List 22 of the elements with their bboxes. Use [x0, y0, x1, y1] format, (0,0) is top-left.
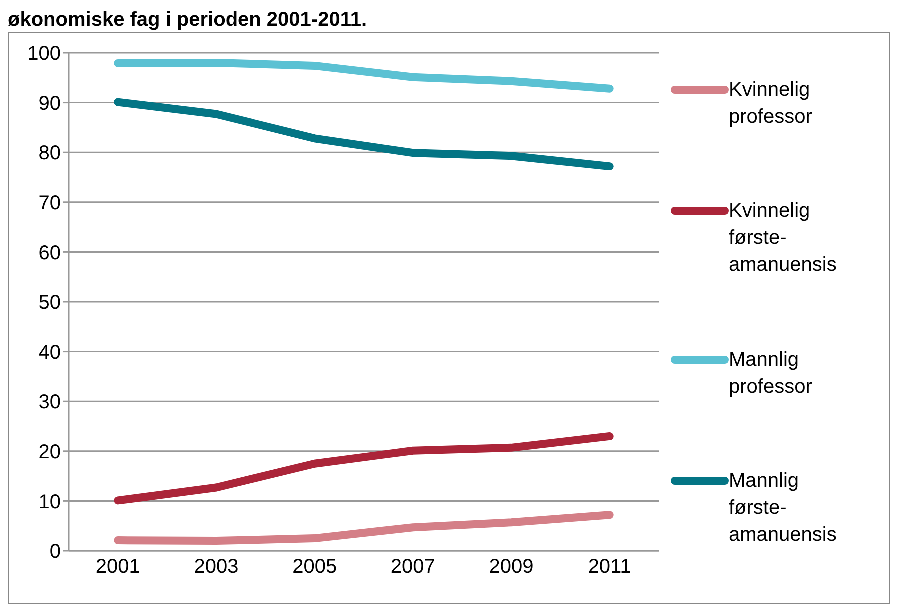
y-tick-label: 0 — [50, 541, 61, 564]
legend-label: Mannlig første-amanuensis — [729, 469, 838, 548]
y-tick-label: 40 — [38, 342, 61, 364]
chart-title: økonomiske fag i perioden 2001-2011. — [8, 8, 368, 32]
y-tick-label: 60 — [38, 242, 61, 264]
y-tick-label: 20 — [38, 442, 61, 464]
x-tick-label: 2007 — [390, 556, 436, 578]
y-tick-label: 90 — [38, 92, 61, 115]
x-tick-label: 2009 — [489, 556, 534, 578]
x-tick-label: 2003 — [194, 556, 239, 578]
y-tick-label: 80 — [38, 142, 61, 165]
legend-label: Kvinnelig professor — [729, 78, 814, 130]
y-tick-label: 70 — [38, 192, 61, 214]
y-tick-label: 30 — [38, 392, 61, 414]
y-tick-label: 100 — [28, 43, 61, 66]
legend-label: Mannlig professor — [729, 348, 814, 400]
x-tick-label: 2001 — [96, 556, 140, 578]
legend-label: Kvinnelig første-amanuensis — [729, 199, 838, 278]
y-tick-label: 10 — [38, 491, 61, 514]
x-tick-label: 2011 — [588, 556, 632, 578]
x-tick-label: 2005 — [292, 556, 338, 578]
y-tick-label: 50 — [38, 292, 61, 314]
